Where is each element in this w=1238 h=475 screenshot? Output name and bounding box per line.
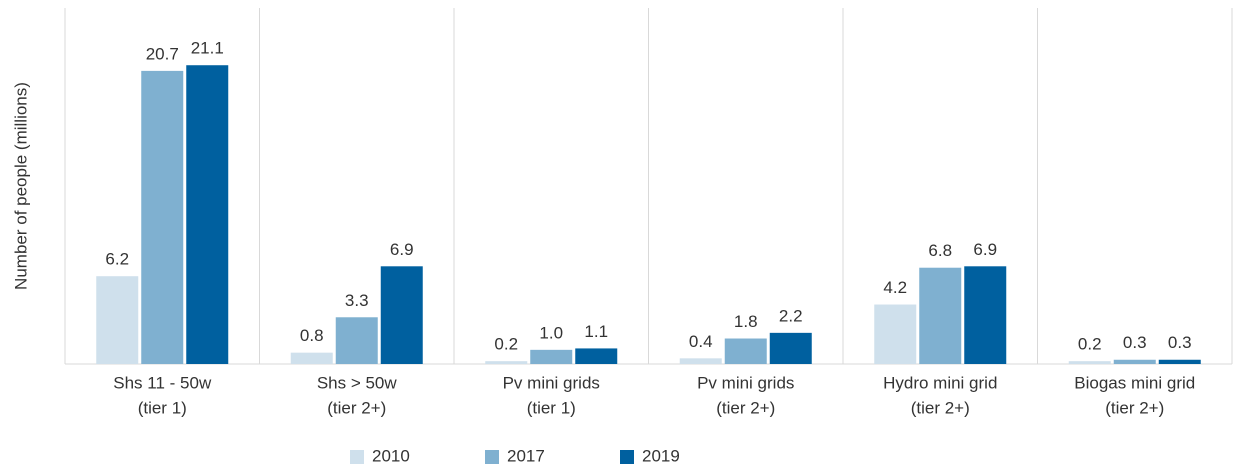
bar <box>96 276 139 364</box>
bar <box>290 352 333 364</box>
x-tick-label: (tier 2+) <box>911 398 970 417</box>
legend-swatch <box>350 450 364 464</box>
bar <box>1068 361 1111 364</box>
data-label: 6.9 <box>390 240 414 259</box>
x-tick-label: (tier 2+) <box>716 398 775 417</box>
bar <box>769 332 812 364</box>
bar <box>679 358 722 364</box>
data-label: 0.2 <box>1078 335 1102 354</box>
data-label: 0.3 <box>1123 333 1147 352</box>
data-label: 4.2 <box>883 278 907 297</box>
bar <box>919 267 962 364</box>
data-label: 0.3 <box>1168 333 1192 352</box>
bar <box>380 266 423 364</box>
legend-swatch <box>620 450 634 464</box>
data-label: 1.0 <box>539 323 563 342</box>
data-label: 2.2 <box>779 306 803 325</box>
data-label: 6.8 <box>928 241 952 260</box>
x-tick-label: (tier 2+) <box>327 398 386 417</box>
data-label: 21.1 <box>191 39 224 58</box>
data-label: 0.8 <box>300 326 324 345</box>
data-label: 1.1 <box>584 322 608 341</box>
x-tick-label: (tier 2+) <box>1105 398 1164 417</box>
x-tick-label: Pv mini grids <box>697 373 794 392</box>
data-label: 0.2 <box>494 335 518 354</box>
data-label: 3.3 <box>345 291 369 310</box>
bar <box>141 70 184 364</box>
y-axis-label: Number of people (millions) <box>11 82 30 290</box>
bar <box>575 348 618 364</box>
bar <box>335 317 378 364</box>
x-tick-label: Shs > 50w <box>317 373 398 392</box>
bar <box>485 361 528 364</box>
data-label: 6.9 <box>973 240 997 259</box>
legend-swatch <box>485 450 499 464</box>
x-tick-label: (tier 1) <box>138 398 187 417</box>
legend-label: 2017 <box>507 446 545 465</box>
bar <box>874 304 917 364</box>
legend-label: 2019 <box>642 446 680 465</box>
bar <box>530 349 573 364</box>
x-tick-label: (tier 1) <box>527 398 576 417</box>
data-label: 0.4 <box>689 332 713 351</box>
bar <box>964 266 1007 364</box>
data-label: 1.8 <box>734 312 758 331</box>
bar <box>724 338 767 364</box>
bar <box>1113 359 1156 364</box>
legend-label: 2010 <box>372 446 410 465</box>
bar <box>186 65 229 364</box>
data-label: 6.2 <box>105 250 129 269</box>
bar <box>1158 359 1201 364</box>
x-tick-label: Biogas mini grid <box>1074 373 1195 392</box>
x-tick-label: Hydro mini grid <box>883 373 997 392</box>
x-tick-label: Shs 11 - 50w <box>113 373 212 392</box>
x-tick-label: Pv mini grids <box>503 373 600 392</box>
data-label: 20.7 <box>146 44 179 63</box>
